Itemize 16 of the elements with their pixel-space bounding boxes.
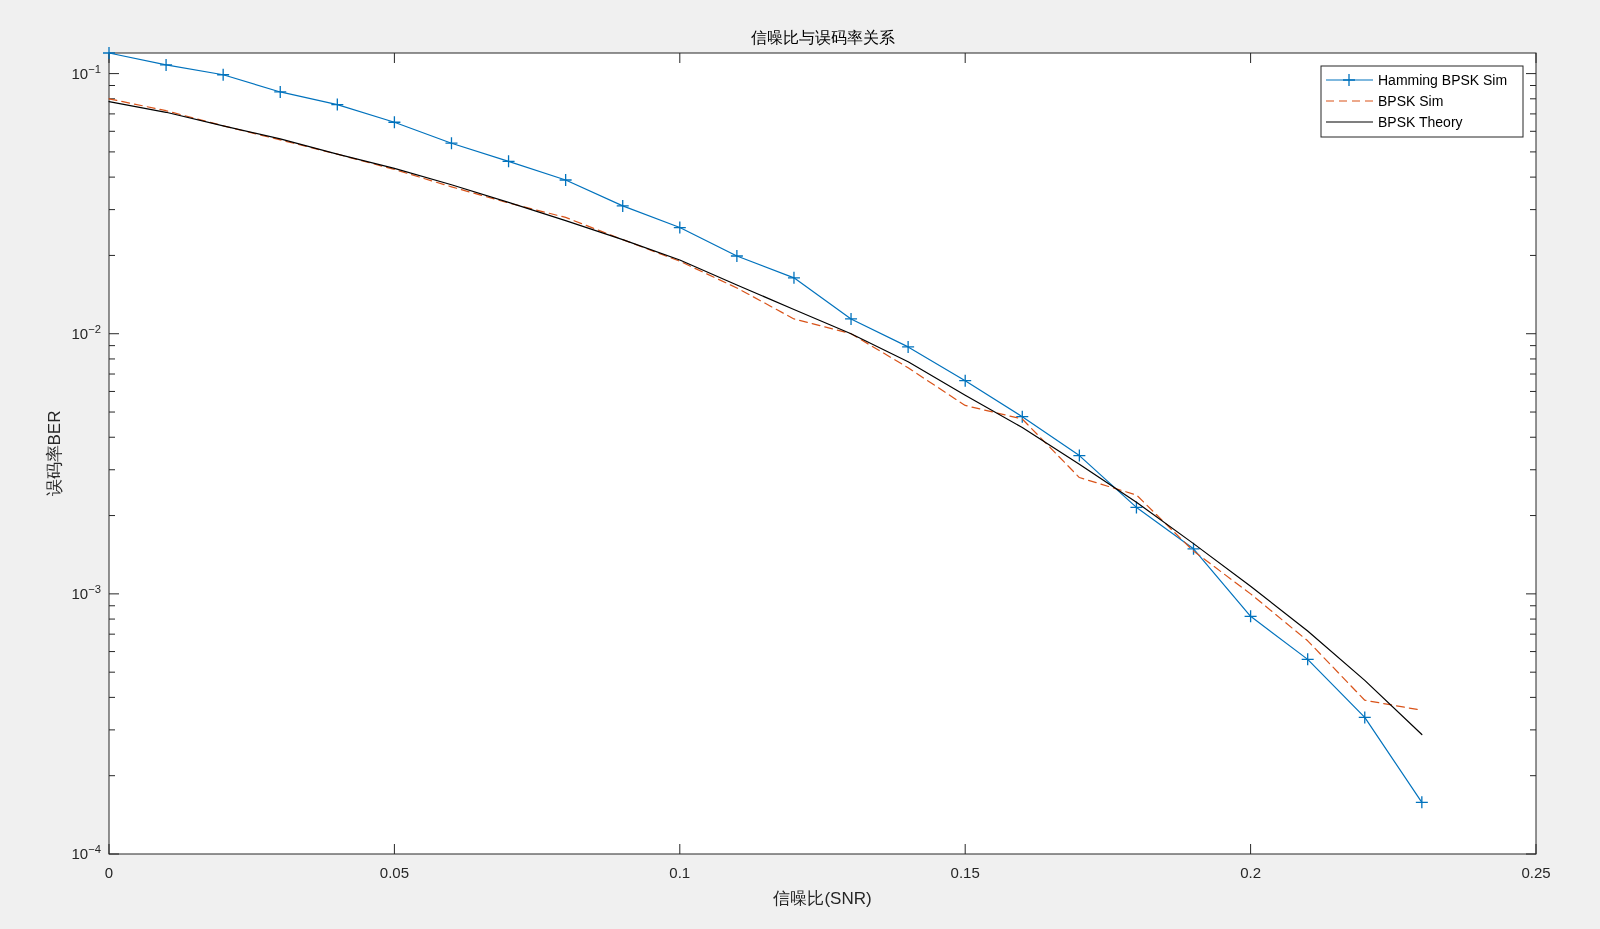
x-axis-title: 信噪比(SNR) [773,889,872,908]
x-tick-label: 0.1 [669,864,691,881]
chart-title: 信噪比与误码率关系 [750,29,895,46]
x-tick-label: 0.15 [950,864,980,881]
y-tick-label: 10$^{−1}$ [71,62,101,82]
y-tick-label: 10$^{−2}$ [71,322,101,342]
y-tick-label: 10$^{−4}$ [71,843,101,862]
x-tick-label: 0.05 [379,864,409,881]
x-tick-label: 0.2 [1240,864,1262,881]
x-tick-label: 0 [104,864,114,881]
legend-label: Hamming BPSK Sim [1378,72,1508,88]
y-tick-label: 10$^{−3}$ [71,582,101,602]
y-axis-title: 误码率BER [45,410,64,497]
legend-label: BPSK Sim [1378,93,1444,109]
legend-label: BPSK Theory [1378,114,1463,130]
x-tick-label: 0.25 [1521,864,1551,881]
